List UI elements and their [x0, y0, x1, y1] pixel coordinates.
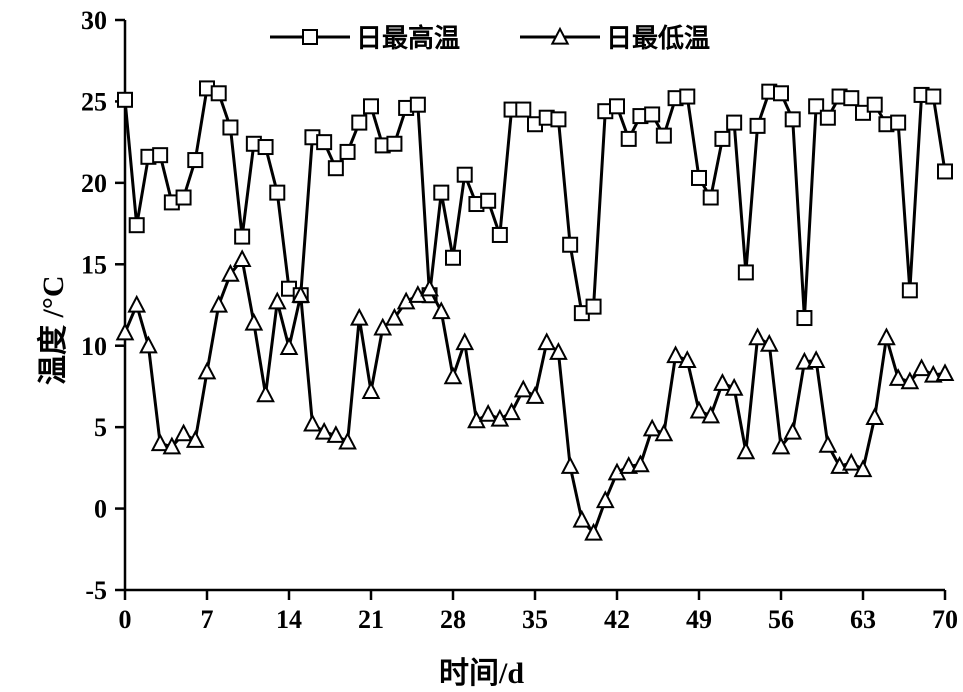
marker-square	[352, 116, 366, 130]
legend-item: 日最高温	[270, 18, 460, 55]
marker-square	[680, 90, 694, 104]
marker-square	[610, 99, 624, 113]
chart-legend: 日最高温 日最低温	[270, 18, 710, 55]
x-tick-label: 63	[850, 605, 876, 634]
marker-square	[587, 300, 601, 314]
y-tick-label: 10	[81, 332, 107, 361]
marker-square	[481, 194, 495, 208]
marker-square	[411, 98, 425, 112]
marker-square	[223, 120, 237, 134]
x-tick-label: 7	[201, 605, 214, 634]
legend-label: 日最低温	[606, 18, 710, 55]
marker-square	[715, 132, 729, 146]
y-tick-label: 20	[81, 169, 107, 198]
marker-square	[516, 103, 530, 117]
marker-square	[493, 228, 507, 242]
marker-square	[704, 191, 718, 205]
marker-square	[387, 137, 401, 151]
marker-square	[153, 148, 167, 162]
marker-square	[551, 112, 565, 126]
x-tick-label: 14	[276, 605, 302, 634]
marker-square	[212, 86, 226, 100]
marker-square	[118, 93, 132, 107]
marker-square	[727, 116, 741, 130]
chart-svg: -5 0 5 10 15 20 25 30 0 7 14 21 28 35 42 49 56 63 70	[0, 0, 963, 689]
x-tick-label: 0	[119, 605, 132, 634]
marker-square	[446, 251, 460, 265]
marker-square	[341, 145, 355, 159]
marker-square	[622, 132, 636, 146]
x-tick-label: 49	[686, 605, 712, 634]
y-tick-label: 30	[81, 6, 107, 35]
legend-marker	[270, 25, 350, 49]
marker-square	[926, 90, 940, 104]
marker-square	[130, 218, 144, 232]
temperature-chart: -505101520253007142128354249566370 日最高温日…	[0, 0, 963, 689]
marker-square	[821, 111, 835, 125]
marker-square	[188, 153, 202, 167]
marker-square	[774, 86, 788, 100]
marker-square	[259, 140, 273, 154]
x-axis-label: 时间/d	[0, 648, 963, 692]
marker-square	[177, 191, 191, 205]
x-tick-label: 70	[932, 605, 958, 634]
y-tick-label: 25	[81, 88, 107, 117]
x-tick-label: 42	[604, 605, 630, 634]
y-tick-label: 0	[94, 495, 107, 524]
marker-square	[563, 238, 577, 252]
marker-square	[844, 91, 858, 105]
marker-square	[692, 171, 706, 185]
x-tick-label: 35	[522, 605, 548, 634]
y-tick-label: 15	[81, 250, 107, 279]
x-tick-label: 28	[440, 605, 466, 634]
marker-square	[739, 265, 753, 279]
marker-square	[364, 99, 378, 113]
marker-square	[786, 112, 800, 126]
marker-square	[868, 98, 882, 112]
marker-square	[657, 129, 671, 143]
marker-square	[329, 161, 343, 175]
y-axis-label: 温度 /°C	[28, 276, 72, 386]
marker-square	[458, 168, 472, 182]
x-tick-label: 56	[768, 605, 794, 634]
marker-square	[645, 107, 659, 121]
marker-square	[938, 164, 952, 178]
marker-square	[270, 186, 284, 200]
marker-square	[434, 186, 448, 200]
y-tick-label: 5	[94, 413, 107, 442]
marker-square	[235, 230, 249, 244]
y-tick-label: -5	[85, 576, 107, 605]
legend-label: 日最高温	[356, 18, 460, 55]
legend-item: 日最低温	[520, 18, 710, 55]
x-tick-label: 21	[358, 605, 384, 634]
legend-marker	[520, 25, 600, 49]
marker-square	[903, 283, 917, 297]
marker-square	[797, 311, 811, 325]
marker-square	[317, 135, 331, 149]
marker-square	[891, 116, 905, 130]
marker-square	[751, 119, 765, 133]
